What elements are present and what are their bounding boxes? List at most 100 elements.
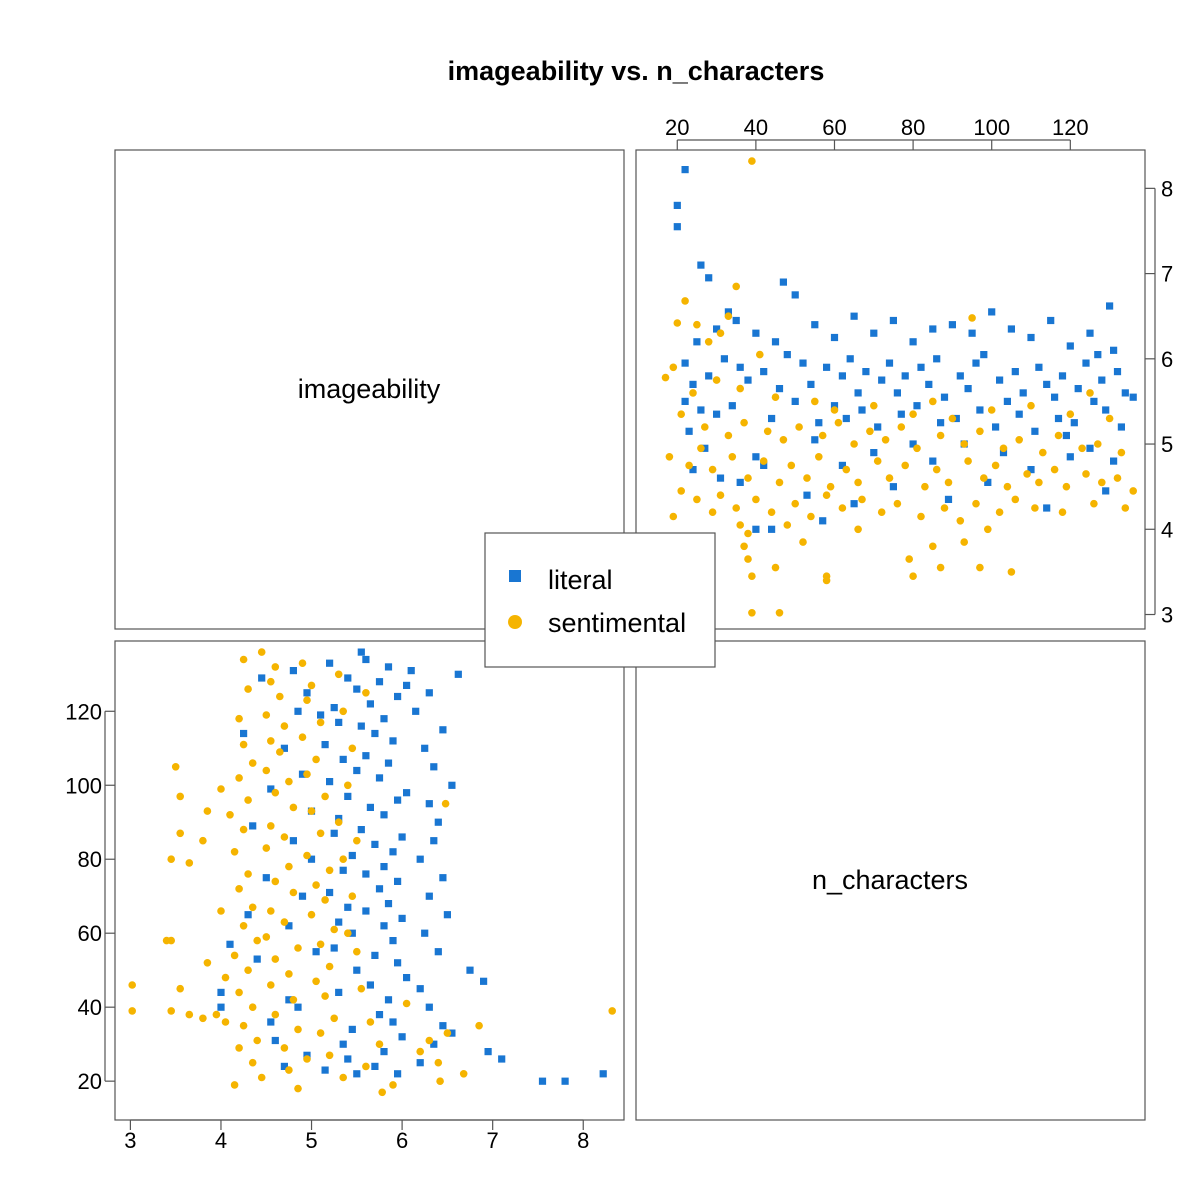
- point-literal-bl-4: [484, 1048, 492, 1056]
- point-sentimental-bl-63: [280, 918, 289, 926]
- point-sentimental-bl-22: [344, 781, 352, 790]
- point-sentimental-bl-41: [316, 829, 325, 838]
- point-sentimental-bl-97: [239, 825, 248, 834]
- point-sentimental-tr-77: [1050, 465, 1059, 474]
- point-sentimental-bl-17: [344, 929, 352, 937]
- point-sentimental-tr-102: [1031, 504, 1039, 512]
- point-literal-tr-41: [823, 363, 831, 371]
- point-literal-tr-80: [815, 419, 823, 427]
- point-sentimental-bl-111: [203, 959, 212, 967]
- point-literal-tr-90: [992, 423, 1000, 431]
- point-sentimental-tr-36: [850, 440, 858, 448]
- point-sentimental-bl-5: [436, 1077, 444, 1085]
- point-sentimental-tr-5: [673, 319, 682, 327]
- top-axis-tick-label-40: 40: [744, 115, 768, 140]
- point-sentimental-tr-72: [980, 474, 988, 482]
- point-sentimental-bl-59: [285, 970, 293, 978]
- point-literal-tr-55: [964, 385, 972, 393]
- point-sentimental-tr-57: [759, 457, 768, 465]
- point-literal-tr-52: [933, 355, 941, 363]
- point-literal-bl-64: [380, 715, 388, 723]
- point-literal-bl-76: [339, 1040, 347, 1048]
- point-sentimental-tr-54: [708, 465, 717, 474]
- point-sentimental-bl-100: [235, 774, 243, 782]
- scatter-panel-imageability-vs-n-characters: [635, 149, 1146, 630]
- left-axis-tick-label-120: 120: [65, 699, 102, 724]
- point-literal-bl-116: [217, 988, 225, 996]
- point-sentimental-tr-38: [881, 436, 890, 444]
- point-sentimental-bl-112: [217, 907, 225, 915]
- point-literal-bl-60: [362, 752, 370, 760]
- point-sentimental-bl-114: [199, 836, 207, 845]
- point-literal-tr-48: [893, 389, 901, 397]
- point-sentimental-tr-70: [944, 478, 953, 487]
- point-sentimental-tr-30: [740, 418, 748, 427]
- point-literal-tr-97: [1062, 431, 1070, 440]
- point-literal-tr-99: [689, 466, 697, 474]
- point-literal-bl-52: [398, 833, 406, 841]
- point-sentimental-tr-87: [752, 495, 760, 504]
- point-sentimental-tr-106: [669, 512, 678, 521]
- point-literal-tr-114: [716, 474, 725, 482]
- point-sentimental-bl-56: [271, 1010, 280, 1019]
- point-sentimental-tr-61: [815, 453, 823, 461]
- point-literal-bl-31: [371, 1062, 379, 1070]
- point-sentimental-bl-29: [316, 1029, 325, 1037]
- point-sentimental-bl-89: [244, 966, 252, 974]
- point-literal-tr-91: [1015, 410, 1023, 418]
- point-sentimental-bl-71: [289, 803, 298, 812]
- point-literal-tr-27: [1106, 302, 1114, 310]
- point-sentimental-tr-78: [1062, 482, 1071, 491]
- right-axis-tick-label-8: 8: [1161, 176, 1173, 201]
- point-literal-bl-85: [339, 866, 347, 874]
- right-axis-tick-label-4: 4: [1161, 517, 1173, 542]
- point-literal-tr-62: [1043, 380, 1051, 388]
- point-literal-tr-45: [862, 368, 870, 376]
- point-literal-tr-4: [705, 274, 713, 282]
- point-literal-bl-95: [344, 674, 352, 682]
- point-literal-bl-78: [335, 988, 343, 996]
- point-sentimental-tr-41: [936, 431, 945, 440]
- point-literal-tr-50: [917, 363, 925, 371]
- point-literal-bl-72: [407, 667, 415, 675]
- point-literal-bl-42: [380, 922, 388, 930]
- point-sentimental-bl-109: [212, 1010, 221, 1019]
- point-sentimental-tr-59: [787, 461, 796, 470]
- point-sentimental-tr-126: [1007, 568, 1016, 576]
- point-sentimental-bl-64: [267, 907, 275, 915]
- point-literal-tr-115: [752, 525, 760, 533]
- point-literal-bl-56: [394, 796, 402, 804]
- point-sentimental-bl-37: [321, 896, 329, 904]
- point-literal-tr-93: [1054, 414, 1063, 423]
- point-sentimental-tr-0: [748, 157, 756, 165]
- chart-title: imageability vs. n_characters: [448, 56, 825, 86]
- point-sentimental-bl-110: [221, 973, 230, 982]
- point-literal-bl-73: [403, 681, 411, 689]
- right-axis-tick-label-7: 7: [1161, 262, 1173, 287]
- point-literal-tr-66: [1082, 359, 1090, 367]
- point-sentimental-tr-98: [956, 517, 965, 525]
- point-sentimental-bl-126: [171, 763, 180, 771]
- point-literal-bl-24: [421, 744, 429, 752]
- top-axis-tick-label-120: 120: [1052, 115, 1089, 140]
- point-sentimental-bl-24: [339, 707, 348, 716]
- point-literal-tr-76: [713, 410, 721, 418]
- legend-label-literal: literal: [548, 565, 613, 595]
- point-sentimental-bl-103: [235, 714, 243, 723]
- point-literal-bl-102: [285, 996, 293, 1004]
- point-sentimental-bl-1: [459, 1070, 468, 1078]
- point-sentimental-bl-21: [334, 818, 343, 826]
- point-sentimental-tr-47: [1054, 431, 1063, 440]
- point-literal-tr-14: [830, 333, 839, 342]
- point-sentimental-tr-119: [748, 572, 756, 580]
- point-literal-tr-74: [681, 397, 689, 405]
- point-sentimental-bl-67: [285, 862, 293, 871]
- point-literal-bl-98: [321, 1066, 329, 1074]
- point-literal-tr-82: [842, 414, 850, 423]
- point-literal-tr-92: [1031, 427, 1039, 435]
- point-literal-tr-120: [944, 495, 953, 503]
- point-literal-bl-81: [348, 929, 356, 937]
- legend-box: [484, 532, 716, 668]
- point-sentimental-tr-6: [693, 320, 701, 329]
- point-literal-bl-91: [339, 755, 347, 763]
